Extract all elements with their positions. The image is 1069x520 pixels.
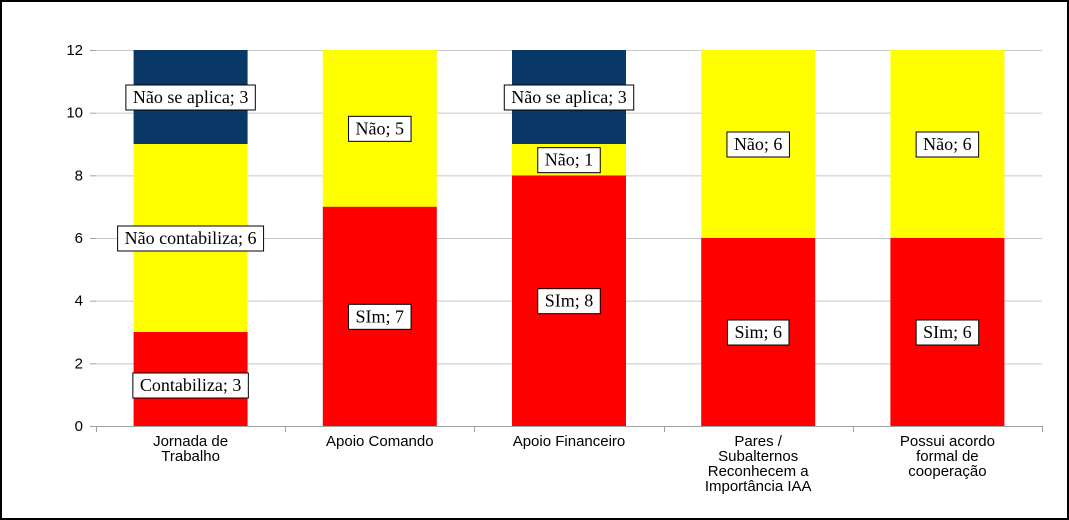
x-category-label: Pares / [734,433,782,450]
data-label-text: Não se aplica; 3 [133,87,248,107]
x-category-label: Importância IAA [705,478,812,495]
data-label-text: Sim; 6 [734,322,782,342]
x-category-label: Reconhecem a [708,463,810,480]
y-tick-label: 6 [75,230,83,247]
data-label-text: Não contabiliza; 6 [125,228,257,248]
data-label-box [726,319,790,346]
y-tick-label: 4 [75,293,83,310]
data-label-text: SIm; 8 [545,291,594,311]
data-label-box [503,84,635,111]
data-label-text: Contabiliza; 3 [140,375,241,395]
data-label-box [117,225,265,252]
data-label-text: Não; 6 [734,134,783,154]
data-label-box [537,288,601,315]
data-label-box [915,131,980,158]
data-label: SIm; 7 [348,303,412,330]
data-label: SIm; 6 [915,319,980,346]
data-labels: Contabiliza; 3 Não contabiliza; 6 Não se a… [117,84,980,399]
data-label: Não; 6 [726,131,790,158]
x-category-label: Apoio Comando [326,433,434,450]
data-label: Não se aplica; 3 [503,84,635,111]
data-label: SIm; 8 [537,288,601,315]
data-label-text: Não; 5 [356,118,405,138]
data-label-box [348,115,412,142]
data-label: Contabiliza; 3 [132,372,249,399]
x-category-label: Jornada de [153,433,228,450]
data-label-text: SIm; 7 [356,306,405,326]
data-label: Sim; 6 [726,319,790,346]
data-label-box [726,131,790,158]
data-label-box [125,84,256,111]
y-tick-label: 10 [66,105,83,122]
data-label-text: Não; 1 [545,150,594,170]
y-tick-label: 0 [75,418,83,435]
data-label-box [537,147,601,174]
data-label: Não se aplica; 3 [125,84,256,111]
x-category-label: Subalternos [718,448,798,465]
data-label-text: SIm; 6 [923,322,972,342]
data-label: Não; 5 [348,115,412,142]
x-category-label: Possui acordo [900,433,995,450]
data-label-box [348,303,412,330]
data-label-text: Não; 6 [923,134,972,154]
data-label-box [132,372,249,399]
y-tick-label: 2 [75,355,83,372]
x-category-label: cooperação [908,463,986,480]
data-label-box [915,319,980,346]
x-category-label: Apoio Financeiro [513,433,626,450]
data-label: Não contabiliza; 6 [117,225,265,252]
x-category-label: formal de [916,448,979,465]
data-label-text: Não se aplica; 3 [511,87,626,107]
data-label: Não; 1 [537,147,601,174]
y-tick-label: 8 [75,167,83,184]
data-label: Não; 6 [915,131,980,158]
y-tick-label: 12 [66,42,83,59]
x-category-label: Trabalho [161,448,220,465]
